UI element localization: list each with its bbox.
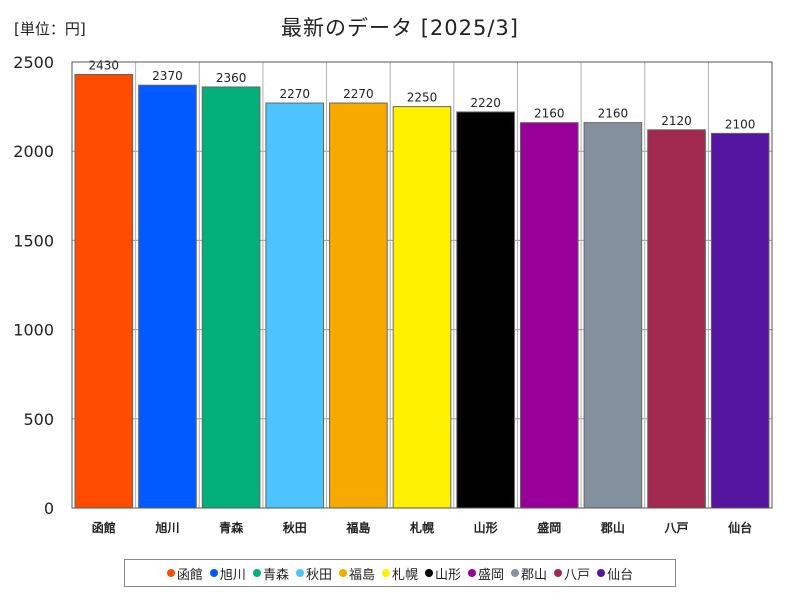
bar-6 (392, 106, 452, 509)
bar-value-label: 2270 (279, 87, 310, 101)
bar-value-label: 2360 (216, 71, 247, 85)
plot-frame (71, 61, 773, 509)
legend-item: 八戸 (554, 564, 590, 583)
bar-2 (138, 84, 197, 509)
legend-label: 盛岡 (478, 567, 505, 583)
legend-marker (425, 569, 433, 577)
legend-label: 八戸 (564, 567, 591, 583)
legend-item: 函館 (166, 564, 203, 583)
legend-item: 盛岡 (468, 564, 504, 583)
legend-marker (554, 569, 563, 577)
legend-label: 仙台 (607, 567, 634, 583)
bar-9 (583, 122, 643, 509)
legend-item: 郡山 (511, 564, 547, 583)
legend-marker (381, 569, 390, 577)
legend-marker (338, 569, 347, 577)
y-axis-ticks: 0 500 1000 1500 2000 2500 (13, 53, 54, 518)
legend-item: 旭川 (209, 564, 246, 583)
x-tick-label: 青森 (219, 520, 244, 535)
x-tick-label: 札幌 (409, 520, 434, 535)
y-tick-label: 1000 (13, 321, 54, 340)
x-tick-label: 八戸 (664, 521, 689, 535)
bar-value-label: 2370 (152, 69, 183, 83)
legend-label: 福島 (348, 567, 375, 583)
legend-label: 札幌 (391, 567, 418, 583)
x-axis-labels: 函館 旭川 青森 秋田 福島 札幌 山形 盛岡 郡山 八戸 仙台 (92, 520, 752, 535)
y-tick-label: 2000 (13, 142, 54, 161)
legend-item: 秋田 (295, 564, 332, 583)
bar-value-label: 2160 (598, 107, 629, 121)
x-tick-label: 盛岡 (537, 520, 561, 535)
unit-label: [単位：円] (14, 20, 86, 38)
legend-label: 郡山 (521, 567, 548, 583)
legend-label: 山形 (435, 567, 462, 583)
x-tick-label: 旭川 (154, 520, 179, 535)
legend-item: 山形 (425, 564, 461, 583)
legend-marker (252, 569, 261, 577)
bar-11 (710, 132, 770, 509)
bar-4 (265, 102, 325, 509)
bar-5 (329, 102, 388, 509)
legend-label: 函館 (176, 567, 203, 583)
legend: 函館 旭川 青森 秋田 福島 札幌 山形 盛岡 郡山 八戸 仙台 (124, 559, 676, 587)
bar-7 (456, 111, 515, 509)
legend-item: 福島 (338, 564, 375, 583)
chart-title: 最新のデータ [2025/3] (281, 16, 519, 40)
legend-marker (597, 569, 606, 577)
legend-label: 秋田 (305, 567, 332, 583)
legend-label: 青森 (262, 567, 289, 583)
y-tick-label: 0 (44, 499, 54, 518)
bar-3 (201, 86, 261, 509)
x-tick-label: 福島 (345, 520, 370, 535)
y-tick-label: 2500 (13, 53, 54, 72)
bars: 2430 2370 2360 2270 2270 2250 2220 2160 2160 2120… (74, 58, 770, 509)
bar-value-label: 2220 (470, 96, 501, 110)
bar-value-label: 2100 (725, 117, 756, 131)
bar-value-label: 2270 (343, 87, 374, 101)
x-tick-label: 郡山 (600, 520, 625, 535)
bar-value-label: 2430 (89, 58, 120, 72)
y-tick-label: 1500 (13, 231, 54, 250)
bar-8 (519, 122, 579, 509)
bar-value-label: 2160 (534, 107, 565, 121)
legend-item: 仙台 (597, 564, 633, 583)
legend-label: 旭川 (219, 567, 246, 583)
x-tick-label: 函館 (92, 520, 116, 535)
bar-value-label: 2120 (661, 114, 692, 128)
legend-marker (295, 569, 304, 577)
legend-marker (166, 569, 175, 577)
x-tick-label: 秋田 (283, 520, 307, 535)
bar-chart: 0 500 1000 1500 2000 2500 2430 2370 2360 2270 227… (13, 53, 773, 535)
legend-marker (209, 569, 218, 577)
x-tick-label: 仙台 (728, 520, 752, 535)
legend-marker (511, 569, 520, 577)
bar-10 (647, 129, 706, 509)
legend-item: 札幌 (381, 564, 418, 583)
legend-marker (468, 569, 477, 577)
legend-item: 青森 (252, 564, 289, 583)
x-tick-label: 山形 (474, 520, 498, 535)
bar-value-label: 2250 (407, 91, 438, 105)
bar-1 (74, 73, 134, 509)
y-tick-label: 500 (23, 410, 54, 429)
